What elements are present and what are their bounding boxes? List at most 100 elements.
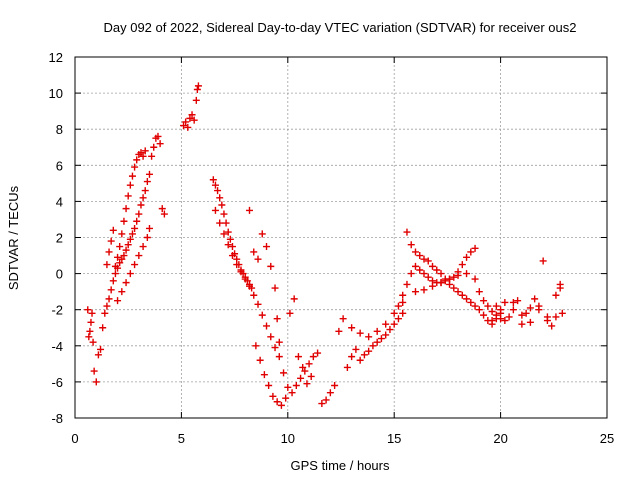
data-point <box>292 382 300 390</box>
data-point <box>124 192 132 200</box>
series-decline-b <box>211 206 283 361</box>
data-point <box>390 320 398 328</box>
data-point <box>126 235 134 243</box>
data-point <box>420 286 428 294</box>
data-points <box>84 82 566 409</box>
data-point <box>120 217 128 225</box>
data-point <box>303 380 311 388</box>
data-point <box>365 347 373 355</box>
data-point <box>471 244 479 252</box>
data-point <box>277 401 285 409</box>
data-point <box>282 394 290 402</box>
data-point <box>548 322 556 330</box>
x-tick-label: 25 <box>600 431 614 446</box>
data-point <box>118 230 126 238</box>
data-point <box>290 295 298 303</box>
data-point <box>514 297 522 305</box>
data-point <box>522 309 530 317</box>
data-point <box>535 302 543 310</box>
data-point <box>505 313 513 321</box>
data-point <box>209 176 217 184</box>
series-peak <box>180 82 202 131</box>
data-point <box>228 252 236 260</box>
data-point <box>139 194 147 202</box>
data-point <box>258 230 266 238</box>
data-point <box>87 318 95 326</box>
data-point <box>424 257 432 265</box>
data-point <box>190 116 198 124</box>
data-point <box>497 306 505 314</box>
data-point <box>103 302 111 310</box>
data-point <box>556 284 564 292</box>
data-point <box>488 308 496 316</box>
data-point <box>245 206 253 214</box>
data-point <box>382 320 390 328</box>
data-point <box>245 282 253 290</box>
data-point <box>271 344 279 352</box>
data-point <box>250 291 258 299</box>
data-point <box>84 306 92 314</box>
data-point <box>467 248 475 256</box>
data-point <box>99 324 107 332</box>
data-point <box>131 224 139 232</box>
data-point <box>348 324 356 332</box>
data-point <box>211 206 219 214</box>
data-point <box>211 181 219 189</box>
series-ramp-a <box>92 170 153 386</box>
data-point <box>118 255 126 263</box>
data-point <box>365 333 373 341</box>
data-point <box>103 261 111 269</box>
data-point <box>224 228 232 236</box>
data-point <box>424 273 432 281</box>
data-point <box>258 311 266 319</box>
y-tick-label: 4 <box>56 194 63 209</box>
data-point <box>280 369 288 377</box>
data-point <box>558 309 566 317</box>
data-point <box>509 298 517 306</box>
data-point <box>105 248 113 256</box>
data-point <box>109 277 117 285</box>
data-point <box>518 311 526 319</box>
x-tick-label: 10 <box>281 431 295 446</box>
data-point <box>475 288 483 296</box>
data-point <box>114 297 122 305</box>
data-point <box>111 270 119 278</box>
data-point <box>228 243 236 251</box>
data-point <box>471 302 479 310</box>
data-point <box>158 205 166 213</box>
data-point <box>101 309 109 317</box>
data-point <box>416 252 424 260</box>
data-point <box>307 372 315 380</box>
data-point <box>420 270 428 278</box>
x-axis-label: GPS time / hours <box>291 458 390 473</box>
data-point <box>450 284 458 292</box>
data-point <box>250 248 258 256</box>
data-point <box>133 217 141 225</box>
data-point <box>394 315 402 323</box>
data-point <box>182 118 190 126</box>
data-point <box>180 122 188 130</box>
data-point <box>126 181 134 189</box>
data-point <box>343 363 351 371</box>
x-tick-label: 15 <box>387 431 401 446</box>
data-point <box>454 288 462 296</box>
data-point <box>463 253 471 261</box>
data-point <box>218 201 226 209</box>
data-point <box>184 123 192 131</box>
data-point <box>135 210 143 218</box>
data-point <box>369 342 377 350</box>
data-point <box>407 241 415 249</box>
data-point <box>352 345 360 353</box>
x-tick-label: 0 <box>71 431 78 446</box>
plot-frame <box>74 56 608 419</box>
data-point <box>386 326 394 334</box>
data-point <box>484 302 492 310</box>
data-point <box>373 338 381 346</box>
data-point <box>286 309 294 317</box>
data-point <box>518 320 526 328</box>
data-point <box>450 273 458 281</box>
data-point <box>284 383 292 391</box>
series-tail <box>497 257 566 330</box>
data-point <box>148 152 156 160</box>
data-point <box>192 96 200 104</box>
